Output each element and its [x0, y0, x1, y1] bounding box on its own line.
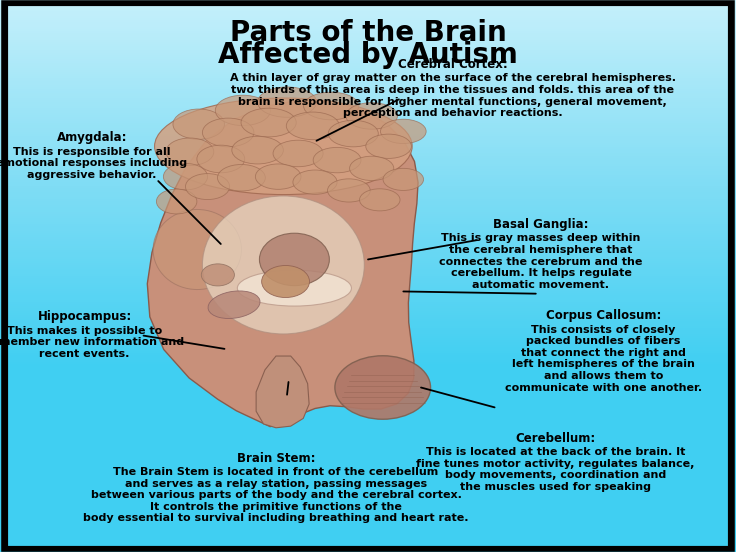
Ellipse shape	[328, 120, 378, 147]
Ellipse shape	[241, 108, 296, 137]
Text: This is responsible for all
emotional responses including
aggressive behavior.: This is responsible for all emotional re…	[0, 147, 188, 180]
Ellipse shape	[260, 233, 330, 286]
Ellipse shape	[261, 266, 309, 298]
Ellipse shape	[381, 119, 426, 144]
Text: This is gray masses deep within
the cerebral hemisphere that
connectes the cereb: This is gray masses deep within the cere…	[439, 233, 643, 290]
Ellipse shape	[335, 356, 431, 420]
Ellipse shape	[346, 103, 397, 129]
Text: Cerebellum:: Cerebellum:	[515, 432, 596, 445]
Ellipse shape	[163, 163, 208, 190]
Ellipse shape	[232, 136, 283, 164]
Ellipse shape	[197, 145, 244, 173]
Ellipse shape	[218, 164, 266, 191]
Polygon shape	[256, 356, 309, 428]
Text: Corpus Callosum:: Corpus Callosum:	[546, 309, 661, 322]
Ellipse shape	[314, 147, 361, 173]
Ellipse shape	[173, 109, 224, 140]
Ellipse shape	[166, 138, 213, 166]
Text: A thin layer of gray matter on the surface of the cerebral hemispheres.
two thir: A thin layer of gray matter on the surfa…	[230, 73, 676, 118]
Ellipse shape	[208, 291, 260, 319]
Ellipse shape	[293, 170, 337, 194]
Ellipse shape	[202, 196, 364, 334]
Ellipse shape	[359, 189, 400, 211]
Ellipse shape	[350, 156, 394, 181]
Ellipse shape	[156, 189, 197, 214]
Ellipse shape	[255, 164, 301, 189]
Ellipse shape	[383, 168, 424, 190]
Text: Parts of the Brain: Parts of the Brain	[230, 19, 506, 47]
Text: Brain Stem:: Brain Stem:	[237, 452, 315, 465]
Ellipse shape	[273, 140, 323, 167]
Ellipse shape	[201, 264, 234, 286]
Ellipse shape	[185, 173, 230, 199]
Text: This makes it possible to
remember new information and
recent events.: This makes it possible to remember new i…	[0, 326, 184, 359]
Text: Basal Ganglia:: Basal Ganglia:	[493, 218, 589, 231]
Ellipse shape	[366, 134, 411, 158]
Text: The Brain Stem is located in front of the cerebellum
and serves as a relay stati: The Brain Stem is located in front of th…	[83, 467, 469, 523]
Ellipse shape	[153, 209, 241, 289]
Ellipse shape	[155, 98, 412, 195]
Ellipse shape	[328, 179, 370, 202]
Text: Affected by Autism: Affected by Autism	[218, 41, 518, 70]
Ellipse shape	[286, 112, 339, 140]
Ellipse shape	[258, 87, 316, 118]
Ellipse shape	[202, 118, 254, 147]
Text: Amygdala:: Amygdala:	[57, 131, 127, 145]
Ellipse shape	[216, 95, 271, 125]
Ellipse shape	[238, 270, 352, 306]
Text: This is located at the back of the brain. It
fine tunes motor activity, regulate: This is located at the back of the brain…	[417, 447, 695, 492]
Polygon shape	[147, 100, 418, 427]
Text: Hippocampus:: Hippocampus:	[38, 310, 132, 323]
Ellipse shape	[303, 92, 359, 120]
Text: Cerebral Cortex:: Cerebral Cortex:	[397, 58, 508, 71]
Text: This consists of closely
packed bundles of fibers
that connect the right and
lef: This consists of closely packed bundles …	[505, 325, 702, 392]
